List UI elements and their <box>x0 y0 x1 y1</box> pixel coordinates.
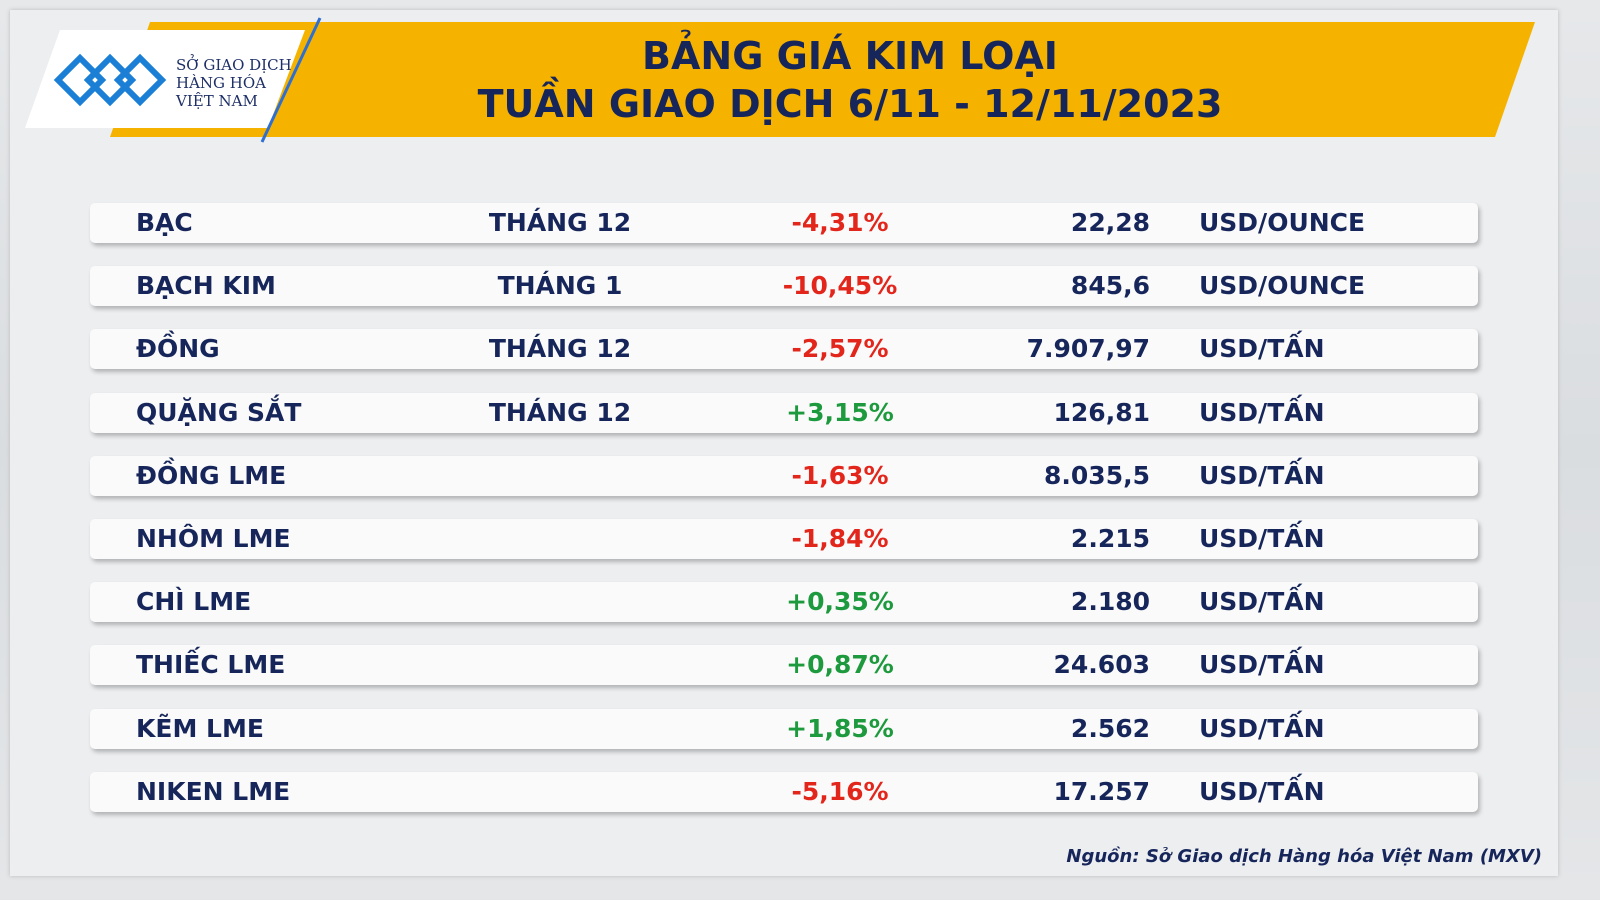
metal-name: QUẶNG SẮT <box>136 397 302 427</box>
contract-month: THÁNG 12 <box>488 208 632 237</box>
table-row: BẠC THÁNG 12 -4,31% 22,28 USD/OUNCE <box>90 203 1478 243</box>
unit: USD/TẤN <box>1199 776 1325 806</box>
logo-text: HÀNG HÓA <box>176 74 266 92</box>
unit: USD/TẤN <box>1199 650 1325 680</box>
logo-text: SỞ GIAO DỊCH <box>176 56 292 74</box>
table-row: NIKEN LME -5,16% 17.257 USD/TẤN <box>90 771 1478 812</box>
table-row: CHÌ LME +0,35% 2.180 USD/TẤN <box>90 582 1478 623</box>
unit: USD/TẤN <box>1199 587 1325 617</box>
change-percent: -5,16% <box>791 776 889 806</box>
unit: USD/TẤN <box>1199 460 1325 490</box>
price: 126,81 <box>1053 397 1150 427</box>
price: 2.562 <box>1070 713 1150 743</box>
metal-name: KẼM LME <box>136 713 264 743</box>
metal-name: THIẾC LME <box>136 650 286 680</box>
change-percent: +1,85% <box>786 713 894 743</box>
metal-name: ĐỒNG LME <box>136 460 287 490</box>
change-percent: -10,45% <box>782 271 898 301</box>
unit: USD/TẤN <box>1199 334 1325 364</box>
metal-name: BẠC <box>136 208 193 237</box>
table-row: ĐỒNG LME -1,63% 8.035,5 USD/TẤN <box>90 455 1478 496</box>
change-percent: -1,84% <box>791 524 889 553</box>
unit: USD/TẤN <box>1199 713 1325 743</box>
contract-month: THÁNG 1 <box>497 271 623 301</box>
table-row: ĐỒNG THÁNG 12 -2,57% 7.907,97 USD/TẤN <box>90 329 1478 370</box>
contract-month: THÁNG 12 <box>488 397 632 427</box>
metal-name: NIKEN LME <box>136 776 291 806</box>
table-row: KẼM LME +1,85% 2.562 USD/TẤN <box>90 708 1478 749</box>
change-percent: +0,87% <box>786 650 894 680</box>
price: 17.257 <box>1053 776 1150 806</box>
banner <box>25 17 1535 143</box>
logo-mark <box>53 53 167 107</box>
metal-name: CHÌ LME <box>136 587 252 617</box>
change-percent: -1,63% <box>791 460 889 490</box>
contract-month: THÁNG 12 <box>488 334 632 364</box>
price: 8.035,5 <box>1044 460 1150 490</box>
logo-text: VIỆT NAM <box>176 92 258 110</box>
metal-name: ĐỒNG <box>136 334 220 364</box>
metal-name: NHÔM LME <box>136 524 291 553</box>
change-percent: -4,31% <box>791 208 889 237</box>
unit: USD/TẤN <box>1199 397 1325 427</box>
table-row: BẠCH KIM THÁNG 1 -10,45% 845,6 USD/OUNCE <box>90 266 1478 307</box>
title-line: TUẦN GIAO DỊCH 6/11 - 12/11/2023 <box>477 82 1223 126</box>
price: 22,28 <box>1070 208 1150 237</box>
change-percent: +3,15% <box>786 397 894 427</box>
change-percent: +0,35% <box>786 587 894 617</box>
price: 2.215 <box>1070 524 1150 553</box>
source: Nguồn: Sở Giao dịch Hàng hóa Việt Nam (M… <box>1066 846 1542 867</box>
table-row: THIẾC LME +0,87% 24.603 USD/TẤN <box>90 645 1478 686</box>
unit: USD/TẤN <box>1199 524 1325 553</box>
price: 7.907,97 <box>1026 334 1150 364</box>
table-row: QUẶNG SẮT THÁNG 12 +3,15% 126,81 USD/TẤN <box>90 392 1478 433</box>
table-row: NHÔM LME -1,84% 2.215 USD/TẤN <box>90 519 1478 559</box>
metal-name: BẠCH KIM <box>136 271 276 301</box>
logo-accent <box>260 17 322 143</box>
banner-band <box>110 22 1535 137</box>
price: 24.603 <box>1053 650 1150 680</box>
title-line: BẢNG GIÁ KIM LOẠI <box>642 34 1058 78</box>
price: 2.180 <box>1070 587 1150 617</box>
price: 845,6 <box>1070 271 1150 301</box>
unit: USD/OUNCE <box>1199 208 1366 237</box>
change-percent: -2,57% <box>791 334 889 364</box>
unit: USD/OUNCE <box>1199 271 1366 301</box>
